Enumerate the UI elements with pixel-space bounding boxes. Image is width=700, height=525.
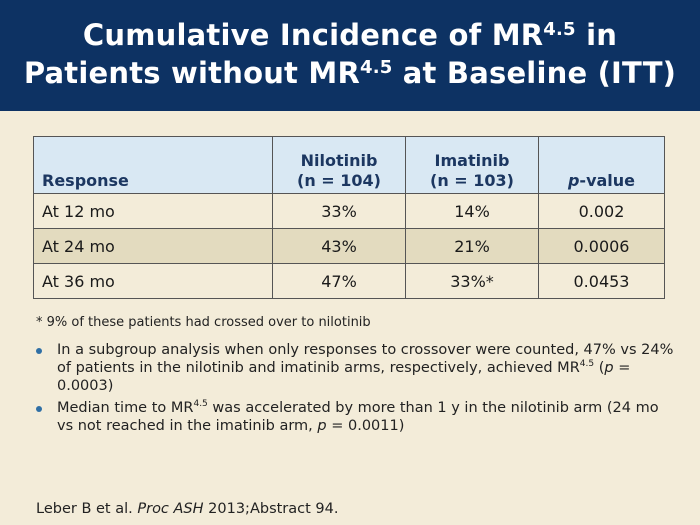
results-table: Response Nilotinib (n = 104) Imatinib (n =… [33,136,665,299]
cell-pvalue: 0.0006 [538,228,665,264]
row-label: At 36 mo [33,263,273,299]
bullet-p-italic: p [604,360,614,376]
cell-nilotinib: 47% [272,263,406,299]
row-label: At 24 mo [33,228,273,264]
table-footnote: * 9% of these patients had crossed over … [36,315,371,330]
header-response: Response [33,136,273,194]
reference-details: 2013;Abstract 94. [203,501,339,517]
bullet-list: In a subgroup analysis when only respons… [36,341,676,439]
title-text: at Baseline (ITT) [392,56,677,90]
header-label: Response [42,171,129,190]
title-line-2: Patients without MR4.5 at Baseline (ITT) [0,54,700,92]
header-pvalue: p-value [538,136,665,194]
table-header-row: Response Nilotinib (n = 104) Imatinib (n =… [33,136,665,194]
title-banner: Cumulative Incidence of MR4.5 in Patient… [0,0,700,111]
header-n: (n = 103) [430,171,514,190]
cell-imatinib: 33%* [405,263,539,299]
header-n: (n = 104) [297,171,381,190]
bullet-superscript: 4.5 [193,399,208,409]
table-row: At 12 mo 33% 14% 0.002 [33,193,665,229]
cell-pvalue: 0.002 [538,193,665,229]
reference-citation: Leber B et al. Proc ASH 2013;Abstract 94… [36,501,338,517]
table-row: At 24 mo 43% 21% 0.0006 [33,228,665,264]
bullet-item: Median time to MR4.5 was accelerated by … [36,399,676,435]
cell-nilotinib: 43% [272,228,406,264]
bullet-text: = 0.0003) [57,360,631,394]
bullet-dot-icon [36,406,42,412]
row-label: At 12 mo [33,193,273,229]
title-superscript: 4.5 [543,19,576,40]
table-row: At 36 mo 47% 33%* 0.0453 [33,263,665,299]
title-superscript: 4.5 [359,57,393,78]
bullet-text: Median time to MR [57,400,194,416]
title-text: in [575,18,618,52]
cell-imatinib: 14% [405,193,539,229]
bullet-text: In a subgroup analysis when only respons… [57,342,674,376]
bullet-text: was accelerated by more than 1 y in the … [57,400,659,434]
header-p-italic: p [567,171,580,190]
bullet-dot-icon [36,348,42,354]
cell-imatinib: 21% [405,228,539,264]
bullet-p-italic: p [317,418,327,434]
bullet-text: ( [594,360,605,376]
reference-journal: Proc ASH [137,501,204,517]
slide-title: Cumulative Incidence of MR4.5 in Patient… [0,16,700,92]
cell-pvalue: 0.0453 [538,263,665,299]
header-nilotinib: Nilotinib (n = 104) [272,136,406,194]
title-line-1: Cumulative Incidence of MR4.5 in [0,16,700,54]
bullet-text: = 0.0011) [326,418,405,434]
header-imatinib: Imatinib (n = 103) [405,136,539,194]
bullet-superscript: 4.5 [579,359,595,369]
cell-nilotinib: 33% [272,193,406,229]
bullet-item: In a subgroup analysis when only respons… [36,341,676,395]
title-text: Patients without MR [23,56,360,90]
header-label: -value [579,171,636,190]
reference-authors: Leber B et al. [36,501,138,517]
title-text: Cumulative Incidence of MR [82,18,544,52]
header-label: Nilotinib [300,151,378,170]
header-label: Imatinib [434,151,510,170]
